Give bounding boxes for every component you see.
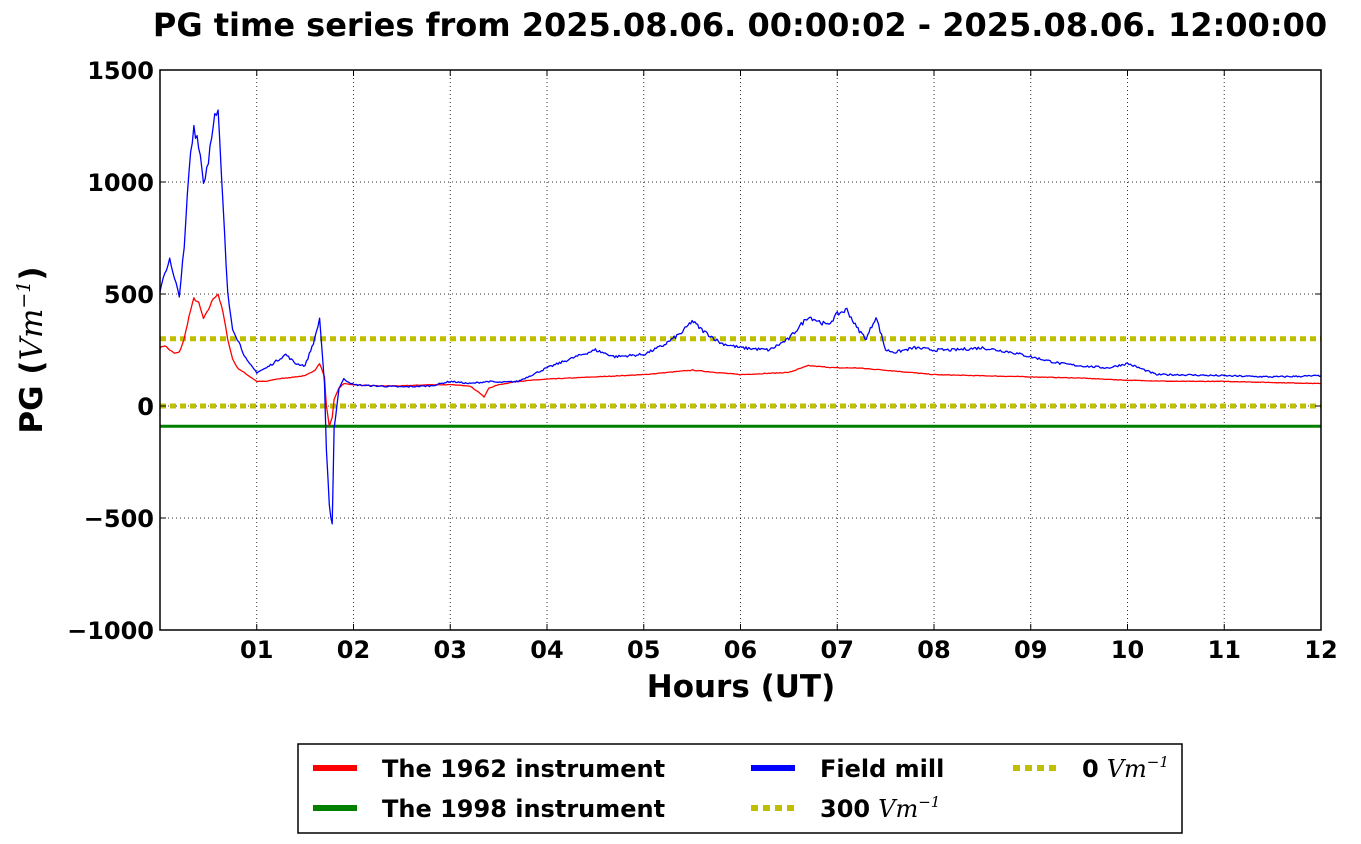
y-tick-label: −500 bbox=[84, 505, 154, 533]
x-tick-label: 11 bbox=[1208, 636, 1241, 664]
x-tick-label: 01 bbox=[240, 636, 273, 664]
chart-title: PG time series from 2025.08.06. 00:00:02… bbox=[153, 6, 1327, 44]
legend-label: The 1998 instrument bbox=[382, 795, 665, 823]
x-tick-label: 02 bbox=[337, 636, 370, 664]
y-tick-label: −1000 bbox=[67, 617, 154, 645]
x-tick-label: 10 bbox=[1111, 636, 1144, 664]
series-layer bbox=[159, 109, 1322, 525]
x-tick-label: 06 bbox=[724, 636, 757, 664]
y-tick-label: 500 bbox=[104, 281, 154, 309]
x-axis-label: Hours (UT) bbox=[647, 669, 836, 705]
x-tick-label: 08 bbox=[917, 636, 950, 664]
y-axis-label: PG (Vm−1) bbox=[13, 266, 50, 433]
x-tick-label: 03 bbox=[434, 636, 467, 664]
grid-lines bbox=[160, 70, 1321, 630]
x-tick-label: 05 bbox=[627, 636, 660, 664]
y-tick-label: 0 bbox=[137, 393, 154, 421]
legend: The 1962 instrument The 1998 instrument Fi… bbox=[313, 753, 1169, 823]
legend-box bbox=[297, 743, 1183, 834]
x-tick-label: 09 bbox=[1014, 636, 1047, 664]
series-line-2 bbox=[159, 109, 1322, 525]
x-tick-label: 12 bbox=[1304, 636, 1337, 664]
legend-label: 0 Vm−1 bbox=[1082, 753, 1169, 783]
legend-label: The 1962 instrument bbox=[382, 755, 665, 783]
y-tick-label: 1000 bbox=[87, 169, 154, 197]
legend-label: Field mill bbox=[820, 755, 944, 783]
x-axis-ticks: 01 02 03 04 05 06 07 08 09 10 11 12 bbox=[240, 70, 1338, 664]
x-tick-label: 07 bbox=[821, 636, 854, 664]
x-tick-label: 04 bbox=[530, 636, 563, 664]
legend-label: 300 Vm−1 bbox=[820, 793, 940, 823]
y-axis-ticks: 1500 1000 500 0 −500 −1000 bbox=[67, 57, 1321, 645]
y-tick-label: 1500 bbox=[87, 57, 154, 85]
